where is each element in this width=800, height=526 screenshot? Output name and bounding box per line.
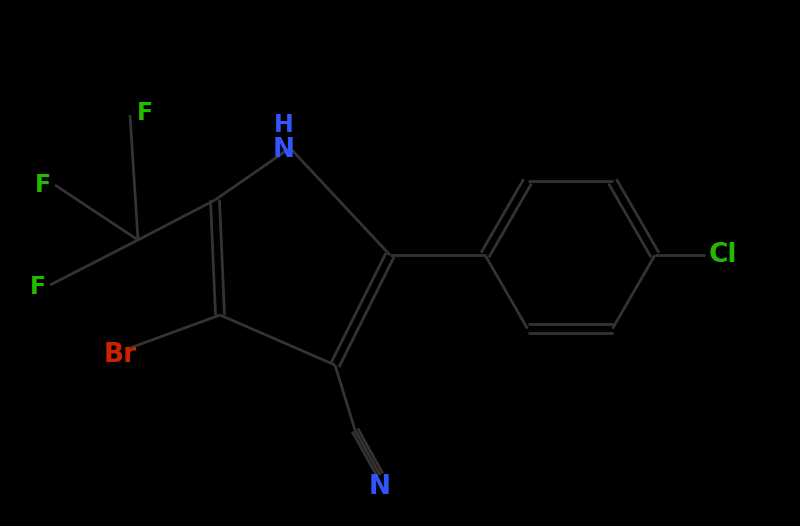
Text: F: F [137,101,153,125]
Text: N: N [369,474,391,500]
Text: F: F [30,275,46,299]
Text: Cl: Cl [709,242,738,268]
Text: H: H [274,113,294,137]
Text: Br: Br [103,342,137,368]
Text: N: N [273,137,295,163]
Text: F: F [35,173,51,197]
